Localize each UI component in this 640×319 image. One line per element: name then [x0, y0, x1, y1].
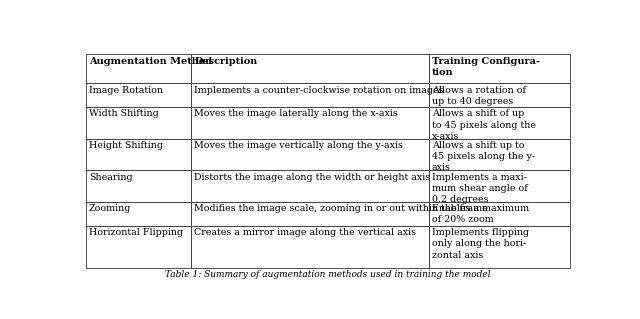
Text: Distorts the image along the width or height axis: Distorts the image along the width or he… [195, 173, 431, 182]
Text: Allows a rotation of
up to 40 degrees: Allows a rotation of up to 40 degrees [431, 85, 525, 106]
Bar [191, 170, 429, 202]
Bar [429, 83, 570, 107]
Text: Image Rotation: Image Rotation [89, 85, 163, 94]
Bar [429, 54, 570, 83]
Text: Horizontal Flipping: Horizontal Flipping [89, 228, 183, 237]
Bar [429, 107, 570, 139]
Bar [191, 226, 429, 268]
Bar [429, 226, 570, 268]
Text: Shearing: Shearing [89, 173, 132, 182]
Text: Description: Description [195, 57, 258, 66]
Text: Training Configura-
tion: Training Configura- tion [431, 57, 540, 77]
Bar [86, 54, 191, 83]
Text: Creates a mirror image along the vertical axis: Creates a mirror image along the vertica… [195, 228, 417, 237]
Bar [191, 83, 429, 107]
Bar [191, 54, 429, 83]
Text: Augmentation Method: Augmentation Method [89, 57, 212, 66]
Text: Implements flipping
only along the hori-
zontal axis: Implements flipping only along the hori-… [431, 228, 529, 259]
Bar [86, 202, 191, 226]
Bar [86, 83, 191, 107]
Bar [429, 170, 570, 202]
Bar [191, 202, 429, 226]
Text: Height Shifting: Height Shifting [89, 141, 163, 150]
Text: Allows a shift of up
to 45 pixels along the
x-axis: Allows a shift of up to 45 pixels along … [431, 109, 536, 141]
Bar [191, 139, 429, 170]
Bar [191, 107, 429, 139]
Text: Implements a counter-clockwise rotation on images: Implements a counter-clockwise rotation … [195, 85, 444, 94]
Bar [86, 226, 191, 268]
Text: Moves the image vertically along the y-axis: Moves the image vertically along the y-a… [195, 141, 403, 150]
Bar [86, 139, 191, 170]
Text: Allows a shift up to
45 pixels along the y-
axis: Allows a shift up to 45 pixels along the… [431, 141, 535, 172]
Bar [429, 202, 570, 226]
Text: Width Shifting: Width Shifting [89, 109, 159, 118]
Text: Zooming: Zooming [89, 204, 131, 213]
Text: Implements a maxi-
mum shear angle of
0.2 degrees: Implements a maxi- mum shear angle of 0.… [431, 173, 527, 204]
Text: Moves the image laterally along the x-axis: Moves the image laterally along the x-ax… [195, 109, 398, 118]
Bar [86, 107, 191, 139]
Bar [86, 170, 191, 202]
Text: Table 1: Summary of augmentation methods used in training the model: Table 1: Summary of augmentation methods… [165, 271, 491, 279]
Bar [429, 139, 570, 170]
Text: Modifies the image scale, zooming in or out within the frame: Modifies the image scale, zooming in or … [195, 204, 488, 213]
Text: Enables a maximum
of 20% zoom: Enables a maximum of 20% zoom [431, 204, 529, 225]
